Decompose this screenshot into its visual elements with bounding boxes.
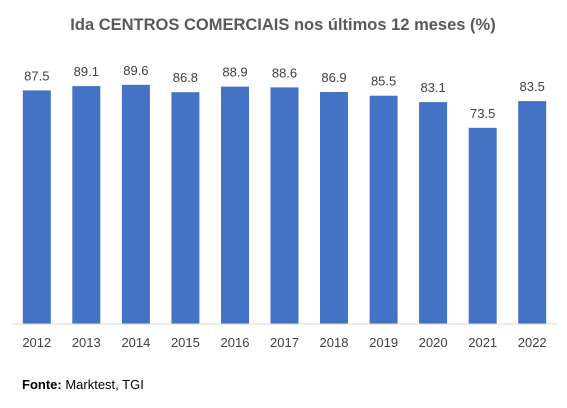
x-tick-label-2013: 2013: [72, 335, 101, 350]
data-label-2017: 88.6: [272, 65, 297, 80]
bar-2018: [320, 92, 348, 324]
source-label: Fonte:: [22, 377, 62, 392]
x-tick-labels-group: 2012 2013 2014 2015 2016 2017 2018 2019 2020 2021…: [22, 335, 546, 350]
bar-2017: [270, 87, 299, 325]
data-label-2014: 89.6: [123, 63, 148, 78]
x-tick-label-2019: 2019: [369, 335, 398, 350]
x-tick-label-2014: 2014: [121, 335, 150, 350]
data-label-2020: 83.1: [420, 80, 445, 95]
bar-chart: Ida CENTROS COMERCIAIS nos últimos 12 me…: [12, 16, 557, 350]
x-tick-label-2012: 2012: [22, 335, 51, 350]
x-tick-label-2022: 2022: [518, 335, 547, 350]
bar-2015: [171, 92, 200, 324]
data-label-2018: 86.9: [321, 70, 346, 85]
data-label-2015: 86.8: [173, 70, 198, 85]
x-tick-label-2017: 2017: [270, 335, 299, 350]
bar-2020: [419, 102, 448, 324]
x-tick-label-2018: 2018: [320, 335, 349, 350]
data-label-2016: 88.9: [222, 65, 247, 80]
source-text: Marktest, TGI: [61, 377, 144, 392]
x-tick-label-2021: 2021: [468, 335, 497, 350]
bars-group: [22, 84, 547, 325]
chart-title: Ida CENTROS COMERCIAIS nos últimos 12 me…: [70, 16, 495, 34]
bar-2022: [518, 101, 547, 324]
bar-2013: [72, 86, 101, 324]
data-label-2019: 85.5: [371, 74, 396, 89]
bar-2016: [221, 86, 249, 324]
x-tick-label-2016: 2016: [221, 335, 250, 350]
data-label-2013: 89.1: [74, 64, 99, 79]
bar-2014: [121, 84, 150, 324]
source-note: Fonte: Marktest, TGI: [22, 377, 144, 392]
bar-2012: [22, 90, 51, 325]
data-label-2022: 83.5: [520, 79, 545, 94]
data-label-2012: 87.5: [24, 68, 49, 83]
bar-2019: [369, 95, 398, 324]
data-labels-group: 87.5 89.1 89.6 86.8 88.9 88.6 86.9 85.5 83.1 73.5…: [24, 63, 545, 121]
bar-2021: [468, 127, 497, 324]
data-label-2021: 73.5: [470, 106, 495, 121]
x-tick-label-2015: 2015: [171, 335, 200, 350]
x-tick-label-2020: 2020: [419, 335, 448, 350]
